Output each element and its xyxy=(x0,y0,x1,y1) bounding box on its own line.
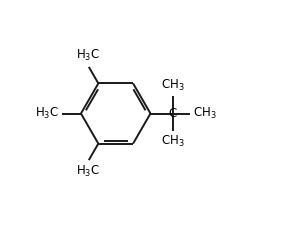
Text: H$_3$C: H$_3$C xyxy=(76,48,100,63)
Text: CH$_3$: CH$_3$ xyxy=(161,134,185,149)
Text: CH$_3$: CH$_3$ xyxy=(161,78,185,93)
Text: H$_3$C: H$_3$C xyxy=(35,106,59,121)
Text: C: C xyxy=(169,107,177,120)
Text: H$_3$C: H$_3$C xyxy=(76,164,100,179)
Text: CH$_3$: CH$_3$ xyxy=(193,106,217,121)
